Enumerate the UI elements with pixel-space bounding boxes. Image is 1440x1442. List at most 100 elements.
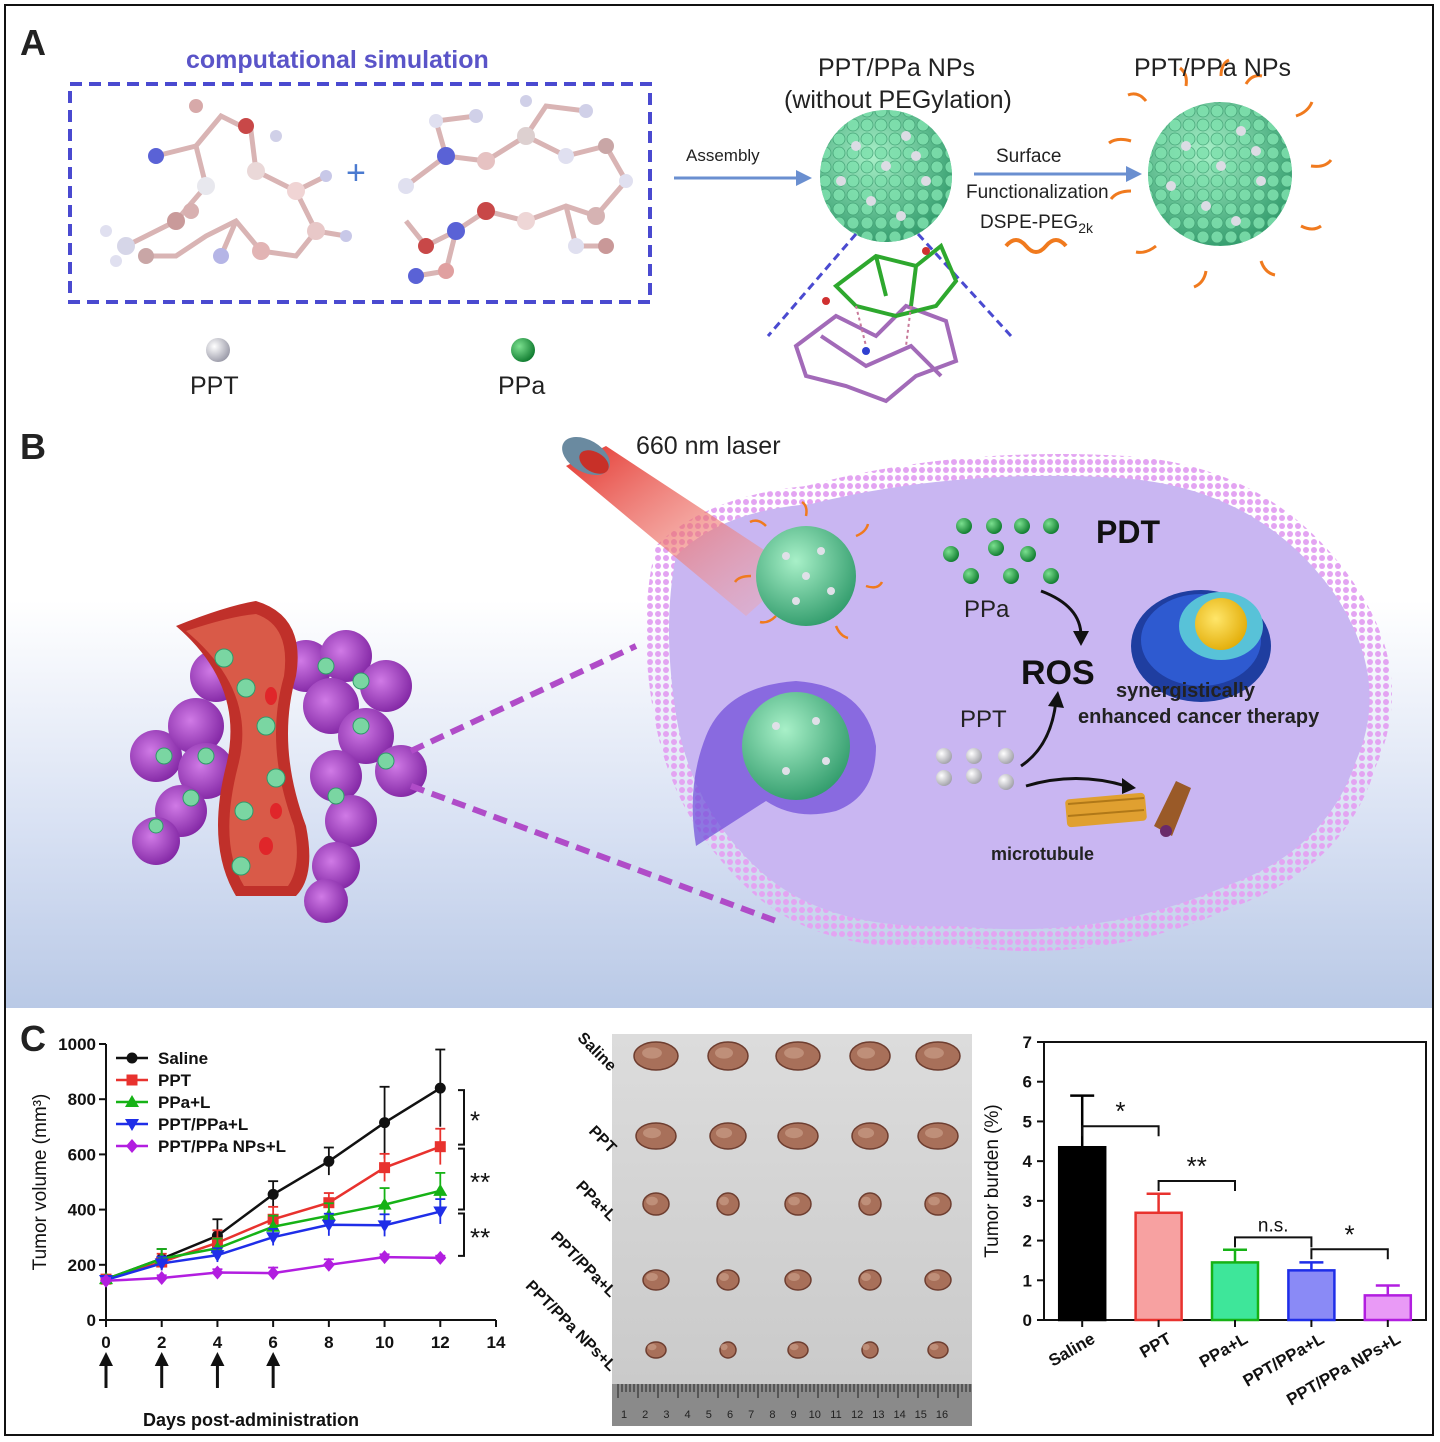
ruler-number: 6 xyxy=(727,1409,733,1421)
significance-label: * xyxy=(1115,1096,1125,1126)
x-tick-label: 8 xyxy=(324,1333,333,1352)
ruler-number: 10 xyxy=(809,1409,821,1421)
bar xyxy=(1363,1294,1413,1322)
ppt-molecule-atoms xyxy=(100,99,352,267)
x-tick-label: 2 xyxy=(157,1333,166,1352)
data-point xyxy=(155,1271,168,1286)
y-tick-label: 1 xyxy=(1023,1271,1032,1290)
tumor-highlight xyxy=(646,1273,658,1281)
panel-a-graphics: + xyxy=(68,58,1333,404)
dosing-arrowhead xyxy=(154,1352,169,1366)
tumor-specimen xyxy=(924,1269,952,1291)
data-point xyxy=(433,1183,448,1196)
y-tick-label: 200 xyxy=(68,1256,96,1275)
tumor-highlight xyxy=(928,1273,940,1281)
ppa-cell-label: PPa xyxy=(964,596,1010,623)
x-tick-label: 0 xyxy=(101,1333,110,1352)
surface-label: Surface xyxy=(996,146,1062,167)
laser-label: 660 nm laser xyxy=(636,432,781,460)
y-tick-label: 1000 xyxy=(58,1035,96,1054)
ruler-number: 8 xyxy=(769,1409,775,1421)
series-ppt-ppa-l xyxy=(99,1198,448,1287)
dspe-peg-label: DSPE-PEG2k xyxy=(980,212,1093,236)
y-tick-label: 3 xyxy=(1023,1192,1032,1211)
ruler-number: 11 xyxy=(830,1409,841,1421)
significance-bracket xyxy=(1081,1125,1160,1137)
data-point xyxy=(100,1273,112,1288)
data-point xyxy=(211,1265,224,1280)
data-point xyxy=(379,1162,391,1174)
microtubule-label: microtubule xyxy=(991,844,1095,864)
series-saline xyxy=(100,1048,446,1285)
tumor-specimen xyxy=(716,1192,740,1216)
x-tick-label: PPa+L xyxy=(1196,1329,1251,1372)
data-point xyxy=(126,1074,138,1086)
legend-label: Saline xyxy=(158,1049,208,1068)
ruler-number: 1 xyxy=(621,1409,627,1421)
bar xyxy=(1134,1211,1183,1322)
tumor-highlight xyxy=(861,1273,871,1281)
data-point xyxy=(267,1188,279,1200)
data-point xyxy=(321,1219,336,1232)
photo-row-label: PPT/PPa+L xyxy=(547,1229,619,1301)
data-point xyxy=(154,1258,169,1271)
tumor-highlight xyxy=(861,1196,871,1206)
pegylated-np-graphic xyxy=(1108,58,1333,289)
tumor-specimen xyxy=(645,1341,667,1359)
dosing-arrowhead xyxy=(99,1352,113,1366)
significance-bracket xyxy=(458,1147,465,1211)
y-tick-label: 6 xyxy=(1023,1073,1032,1092)
ppt-to-microtubule-arrow xyxy=(1025,777,1127,788)
x-axis-title: Days post-administration xyxy=(143,1410,359,1430)
tumor-highlight xyxy=(857,1127,875,1139)
ruler-number: 2 xyxy=(642,1409,648,1421)
x-tick-label: 14 xyxy=(487,1333,506,1352)
bar xyxy=(1210,1261,1260,1322)
y-tick-label: 5 xyxy=(1023,1112,1032,1131)
y-tick-label: 7 xyxy=(1023,1033,1032,1052)
tumor-specimen xyxy=(784,1269,812,1291)
ruler-number: 5 xyxy=(706,1409,712,1421)
x-tick-label: PPT xyxy=(1136,1329,1175,1362)
tumor-specimen xyxy=(858,1269,882,1291)
photo-row-label: Saline xyxy=(574,1029,619,1074)
tumor-highlight xyxy=(784,1047,804,1059)
tumor-highlight xyxy=(642,1047,662,1059)
y-axis-title: Tumor burden (%) xyxy=(982,1104,1003,1257)
y-tick-label: 0 xyxy=(87,1311,96,1330)
ppt-legend-label: PPT xyxy=(190,372,239,400)
plus-sign-graphic: + xyxy=(346,154,366,192)
panel-b-graphics xyxy=(130,437,1392,951)
y-tick-label: 400 xyxy=(68,1201,96,1220)
significance-label: * xyxy=(470,1105,480,1135)
significance-label: ** xyxy=(470,1167,490,1197)
significance-bracket xyxy=(1157,1180,1236,1191)
tumor-highlight xyxy=(719,1196,729,1206)
ppa-ball-icon xyxy=(511,338,535,362)
synergy-label-line1: synergistically xyxy=(1116,680,1255,702)
tumor-specimen xyxy=(716,1269,740,1291)
laser-beam xyxy=(566,446,796,616)
tumor-photo xyxy=(612,1034,972,1426)
x-tick-label: 10 xyxy=(375,1333,394,1352)
ruler-number: 16 xyxy=(936,1409,948,1421)
data-point xyxy=(434,1082,446,1094)
data-point xyxy=(322,1257,335,1272)
tumor-highlight xyxy=(924,1047,944,1059)
synergy-label-line2: enhanced cancer therapy xyxy=(1078,706,1320,728)
panel-b-label: B xyxy=(20,426,46,467)
endocytosed-np-graphic xyxy=(742,692,850,800)
significance-bracket xyxy=(1234,1236,1313,1248)
significance-label: n.s. xyxy=(1258,1215,1289,1236)
data-point xyxy=(267,1266,280,1281)
significance-bracket xyxy=(458,1089,465,1146)
molecular-stacking-graphic xyxy=(793,242,959,404)
y-tick-label: 600 xyxy=(68,1145,96,1164)
assembly-label: Assembly xyxy=(686,146,760,165)
significance-label: * xyxy=(1345,1219,1355,1249)
data-point xyxy=(126,1139,138,1153)
ppa-legend-label: PPa xyxy=(498,372,546,400)
y-tick-label: 2 xyxy=(1023,1232,1032,1251)
tumor-specimen xyxy=(927,1341,949,1359)
x-tick-label: 12 xyxy=(431,1333,450,1352)
